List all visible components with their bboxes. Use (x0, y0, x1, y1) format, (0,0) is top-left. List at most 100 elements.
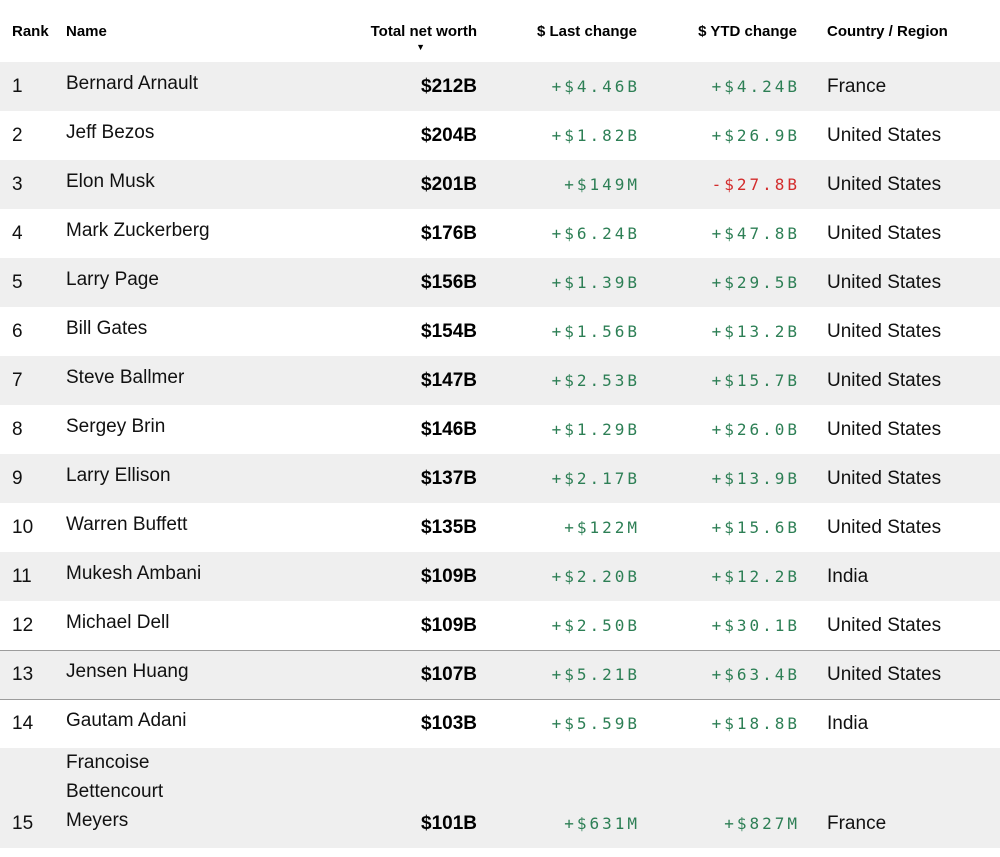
table-row[interactable]: 1 Bernard Arnault $212B +$4.46B +$4.24B … (0, 62, 1000, 111)
ytd-change-cell: +$15.7B (637, 356, 797, 405)
table-row[interactable]: 3 Elon Musk $201B +$149M -$27.8B United … (0, 160, 1000, 209)
ytd-change-cell: +$30.1B (711, 615, 800, 635)
rank-cell: 6 (12, 321, 23, 342)
table-row[interactable]: 4 Mark Zuckerberg $176B +$6.24B +$47.8B … (0, 209, 1000, 258)
name-cell: Michael Dell (66, 611, 170, 633)
last-change-cell: +$2.53B (477, 356, 637, 405)
col-header-rank[interactable]: Rank (0, 0, 66, 62)
table-row[interactable]: 15 Francoise Bettencourt Meyers $101B +$… (0, 748, 1000, 848)
name-cell: Bill Gates (66, 318, 148, 339)
last-change-cell: +$2.50B (551, 615, 640, 635)
col-header-ytd-change[interactable]: $ YTD change (637, 0, 797, 62)
table-row[interactable]: 9 Larry Ellison $137B +$2.17B +$13.9B Un… (0, 454, 1000, 503)
name-cell: Sergey Brin (66, 416, 166, 437)
last-change-cell: +$2.20B (477, 552, 637, 601)
net-worth-cell: $201B (362, 160, 477, 209)
col-header-net-worth[interactable]: Total net worth ▼ (362, 0, 477, 62)
ytd-change-cell: -$27.8B (637, 160, 797, 209)
last-change-cell: +$4.46B (477, 62, 637, 111)
net-worth-cell: $147B (362, 356, 477, 405)
rank-cell: 10 (12, 517, 34, 538)
net-worth-cell: $212B (362, 62, 477, 111)
name-cell: Mukesh Ambani (66, 552, 362, 601)
country-cell: United States (827, 321, 942, 342)
table-row[interactable]: 8 Sergey Brin $146B +$1.29B +$26.0B Unit… (0, 405, 1000, 454)
table-row[interactable]: 13 Jensen Huang $107B +$5.21B +$63.4B Un… (0, 649, 1000, 700)
name-cell: Jeff Bezos (66, 122, 155, 143)
name-cell: Steve Ballmer (66, 356, 362, 405)
ytd-change-cell: +$26.0B (711, 420, 800, 439)
country-cell: France (797, 62, 1000, 111)
country-cell: India (797, 552, 1000, 601)
name-cell: Gautam Adani (66, 710, 187, 731)
net-worth-cell: $135B (421, 517, 477, 538)
last-change-cell: +$1.39B (477, 258, 637, 307)
table-row[interactable]: 2 Jeff Bezos $204B +$1.82B +$26.9B Unite… (0, 111, 1000, 160)
net-worth-cell: $103B (421, 713, 477, 734)
col-header-country[interactable]: Country / Region (797, 0, 1000, 62)
rank-cell: 15 (0, 748, 66, 848)
net-worth-cell: $137B (362, 454, 477, 503)
country-cell: United States (827, 517, 942, 538)
ytd-change-cell: +$827M (637, 748, 797, 848)
ytd-change-cell: +$15.6B (711, 518, 800, 537)
last-change-cell: +$149M (477, 160, 637, 209)
ytd-change-cell: +$26.9B (711, 126, 800, 145)
last-change-cell: +$2.17B (477, 454, 637, 503)
col-header-last-change[interactable]: $ Last change (477, 0, 637, 62)
last-change-cell: +$631M (477, 748, 637, 848)
sort-descending-icon[interactable]: ▼ (416, 42, 425, 52)
last-change-cell: +$1.56B (551, 322, 640, 341)
table-row[interactable]: 10 Warren Buffett $135B +$122M +$15.6B U… (0, 503, 1000, 552)
header-row: Rank Name Total net worth ▼ $ Last chang… (0, 0, 1000, 62)
rank-cell: 5 (0, 258, 66, 307)
name-cell: Larry Page (66, 258, 362, 307)
rank-cell: 8 (12, 419, 23, 440)
rank-cell: 1 (0, 62, 66, 111)
ytd-change-cell: +$13.9B (637, 454, 797, 503)
table-row[interactable]: 6 Bill Gates $154B +$1.56B +$13.2B Unite… (0, 307, 1000, 356)
country-cell: United States (797, 649, 1000, 700)
ytd-change-cell: +$4.24B (637, 62, 797, 111)
ytd-change-cell: +$63.4B (637, 649, 797, 700)
col-header-rank-label: Rank (12, 23, 49, 40)
name-cell: Larry Ellison (66, 454, 362, 503)
name-cell: Mark Zuckerberg (66, 220, 210, 241)
country-cell: United States (797, 454, 1000, 503)
name-cell: Elon Musk (66, 160, 362, 209)
country-cell: United States (797, 356, 1000, 405)
name-cell: Warren Buffett (66, 514, 188, 535)
last-change-cell: +$1.29B (551, 420, 640, 439)
rank-cell: 2 (12, 125, 23, 146)
net-worth-cell: $109B (362, 552, 477, 601)
country-cell: United States (827, 419, 942, 440)
col-header-net-worth-label: Total net worth (370, 23, 477, 40)
net-worth-cell: $176B (421, 223, 477, 244)
table-row[interactable]: 12 Michael Dell $109B +$2.50B +$30.1B Un… (0, 601, 1000, 650)
table-row[interactable]: 11 Mukesh Ambani $109B +$2.20B +$12.2B I… (0, 552, 1000, 601)
country-cell: France (797, 748, 1000, 848)
col-header-name[interactable]: Name (66, 0, 362, 62)
col-header-name-label: Name (66, 23, 107, 40)
table-row[interactable]: 5 Larry Page $156B +$1.39B +$29.5B Unite… (0, 258, 1000, 307)
table-row[interactable]: 7 Steve Ballmer $147B +$2.53B +$15.7B Un… (0, 356, 1000, 405)
country-cell: United States (827, 223, 942, 244)
country-cell: United States (827, 614, 942, 636)
country-cell: United States (797, 258, 1000, 307)
table-row[interactable]: 14 Gautam Adani $103B +$5.59B +$18.8B In… (0, 699, 1000, 748)
net-worth-cell: $101B (362, 748, 477, 848)
rank-cell: 3 (0, 160, 66, 209)
net-worth-cell: $107B (362, 649, 477, 700)
country-cell: United States (797, 160, 1000, 209)
last-change-cell: +$122M (564, 518, 640, 537)
rank-cell: 14 (12, 713, 34, 734)
rank-cell: 12 (12, 614, 34, 636)
rank-cell: 7 (0, 356, 66, 405)
ytd-change-cell: +$29.5B (637, 258, 797, 307)
ytd-change-cell: +$13.2B (711, 322, 800, 341)
net-worth-cell: $204B (421, 125, 477, 146)
col-header-ytd-change-label: $ YTD change (698, 23, 797, 40)
rank-cell: 13 (0, 649, 66, 700)
